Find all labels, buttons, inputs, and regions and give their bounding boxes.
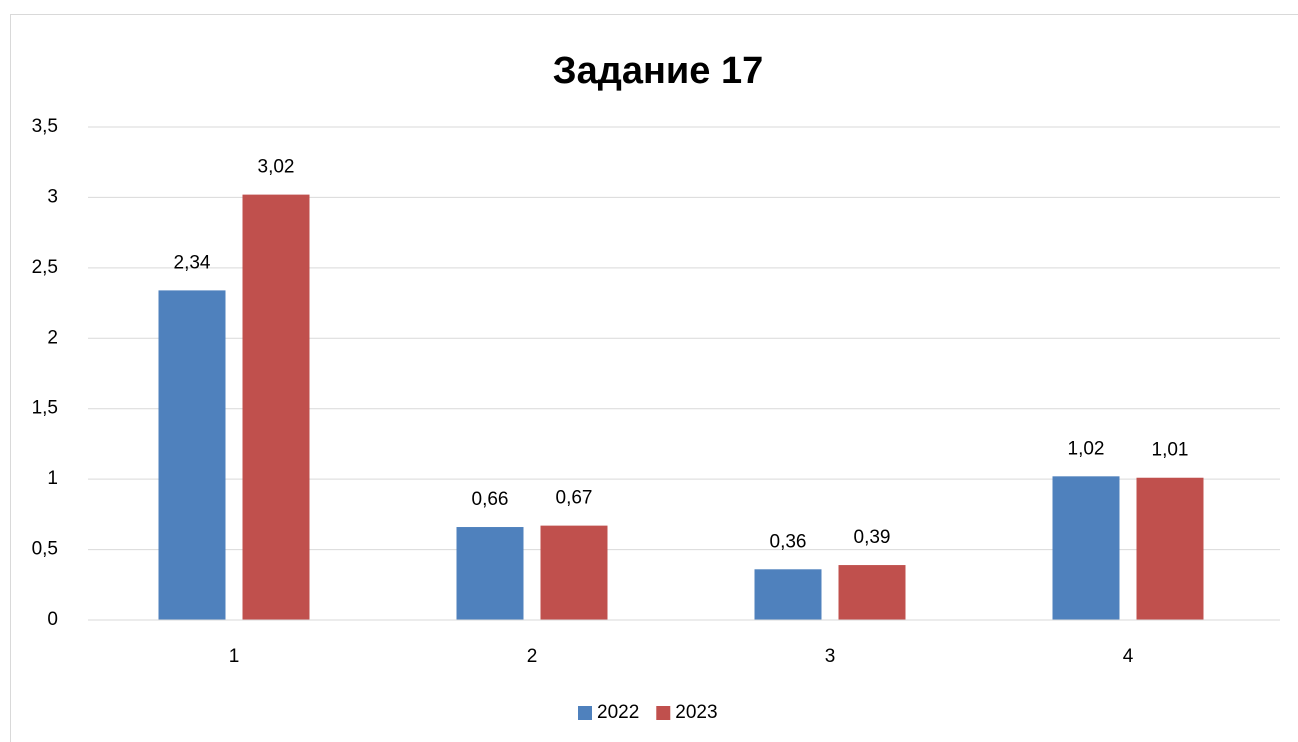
- data-label: 0,66: [472, 489, 509, 510]
- y-tick-label: 0,5: [32, 539, 58, 560]
- legend-label: 2022: [597, 702, 639, 723]
- x-tick-label: 4: [1123, 646, 1134, 667]
- data-label: 1,01: [1152, 440, 1189, 461]
- data-label: 1,02: [1068, 438, 1105, 459]
- legend-swatch: [656, 706, 671, 720]
- data-label: 0,67: [556, 488, 593, 509]
- bar: [456, 527, 524, 620]
- data-label: 3,02: [258, 157, 295, 178]
- x-tick-label: 2: [527, 646, 538, 667]
- data-label: 0,39: [854, 527, 891, 548]
- legend-swatch: [578, 706, 592, 720]
- y-tick-label: 1: [47, 468, 58, 489]
- data-label: 2,34: [174, 252, 211, 273]
- y-tick-label: 2,5: [32, 257, 58, 278]
- bar: [242, 194, 310, 620]
- y-tick-label: 2: [47, 327, 58, 348]
- legend-label: 2023: [675, 702, 717, 723]
- bar: [754, 569, 822, 620]
- y-tick-label: 3: [47, 186, 58, 207]
- x-tick-label: 1: [229, 646, 240, 667]
- bar: [158, 290, 226, 620]
- bar: [1136, 477, 1204, 620]
- y-tick-label: 1,5: [32, 398, 58, 419]
- y-tick-label: 0: [47, 609, 58, 630]
- chart-title: Задание 17: [553, 50, 763, 92]
- y-tick-label: 3,5: [32, 116, 58, 137]
- bar: [838, 565, 906, 620]
- x-tick-label: 3: [825, 646, 836, 667]
- data-label: 0,36: [770, 531, 807, 552]
- bar: [1052, 476, 1120, 620]
- bar: [540, 525, 608, 620]
